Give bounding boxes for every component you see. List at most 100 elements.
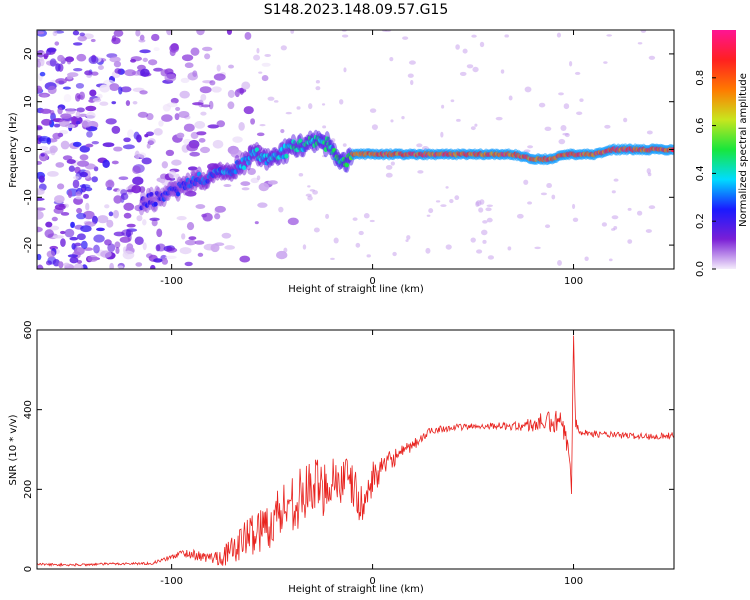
spectrogram-noise-cell — [369, 108, 377, 113]
spectrogram-noise-cell — [168, 170, 177, 179]
spectrogram-noise-cell — [343, 67, 347, 73]
spectrogram-noise-cell — [134, 150, 140, 160]
spectrogram-noise-cell — [158, 120, 164, 127]
spectrogram-noise-cell — [476, 249, 483, 254]
spectrogram-noise-cell — [176, 132, 185, 139]
spectrogram-ridge-layer — [138, 129, 674, 216]
spectrogram-noise-cell — [478, 207, 484, 213]
spectrogram-noise-cell — [105, 118, 117, 125]
spectrogram-noise-cell — [416, 143, 423, 148]
spectrogram-noise-cell — [392, 251, 397, 257]
spectrogram-noise-cell — [37, 61, 42, 68]
spectrogram-noise-cell — [256, 175, 261, 181]
spectrogram-noise-cell — [58, 261, 64, 269]
spectrogram-noise-cell — [145, 131, 154, 137]
spectrogram-noise-cell — [441, 104, 445, 109]
spectrogram-noise-cell — [440, 131, 444, 138]
snr-x-ticks: -100 0 100 — [160, 330, 583, 587]
spectrogram-noise-cell — [107, 243, 116, 253]
spectrogram-noise-cell — [240, 181, 251, 186]
spectrogram-noise-cell — [44, 229, 54, 238]
spectrogram-noise-cell — [187, 166, 198, 171]
spectrogram-noise-cell — [75, 82, 85, 89]
spectrogram-noise-cell — [139, 49, 151, 54]
spectrogram-noise-cell — [100, 250, 112, 258]
spectrogram-noise-cell — [214, 205, 226, 213]
spectrogram-noise-cell — [449, 199, 454, 204]
spectrogram-noise-cell — [87, 255, 98, 263]
spectrogram-noise-cell — [39, 108, 52, 114]
spectrogram-noise-cell — [408, 60, 416, 65]
spectrogram-noise-cell — [280, 128, 285, 134]
spectrogram-noise-cell — [132, 165, 141, 175]
spectrogram-noise-cell — [603, 61, 608, 64]
spectrogram-noise-cell — [79, 145, 91, 153]
spectrogram-noise-cell — [283, 247, 288, 253]
spectrogram-noise-cell — [93, 234, 105, 243]
spectrogram-noise-cell — [37, 264, 44, 269]
spectrogram-noise-cell — [123, 202, 135, 211]
spectrogram-noise-cell — [540, 192, 548, 196]
spectrogram-noise-cell — [60, 211, 70, 216]
colorbar-tick-label: 0.6 — [695, 118, 706, 134]
spectrogram-noise-cell — [238, 122, 245, 131]
spectrogram-noise-cell — [122, 250, 135, 260]
spectrogram-noise-cell — [66, 159, 76, 164]
spectrogram-noise-cell — [139, 34, 145, 41]
spectrogram-noise-cell — [454, 195, 460, 201]
spectrogram-noise-cell — [91, 140, 100, 145]
spectrogram-noise-cell — [459, 71, 467, 76]
spectrogram-noise-cell — [187, 72, 199, 81]
spectrogram-noise-cell — [80, 240, 88, 250]
spectrogram-noise-cell — [112, 209, 119, 219]
spectrogram-noise-cell — [89, 89, 97, 97]
spectrogram-noise-cell — [169, 44, 180, 53]
spectrogram-noise-cell — [139, 90, 148, 95]
spectrogram-noise-cell — [147, 138, 156, 145]
spectrogram-noise-cell — [71, 115, 78, 125]
spectrogram-noise-cell — [485, 207, 492, 212]
spectrogram-noise-cell — [37, 207, 46, 211]
colorbar-label: Normalized spectral amplitude — [738, 73, 749, 227]
spectrogram-noise-cell — [223, 184, 232, 188]
spectrogram-noise-cell — [482, 220, 488, 224]
snr-x-tick-label: 0 — [369, 576, 375, 587]
spectrogram-noise-cell — [53, 123, 61, 128]
spectrogram-noise-cell — [194, 240, 205, 245]
spectrogram-noise-cell — [226, 30, 232, 35]
colorbar-ticks: 0.0 0.2 0.4 0.6 0.8 — [695, 70, 716, 277]
spectrogram-noise-cell — [64, 228, 75, 238]
spectrogram-noise-cell — [113, 146, 123, 152]
spectrogram-noise-cell — [508, 95, 513, 101]
spectrogram-noise-cell — [109, 56, 121, 63]
spectrogram-noise-cell — [67, 189, 73, 199]
spectrogram-noise-cell — [250, 118, 256, 125]
spectrogram-noise-cell — [214, 213, 221, 220]
spectrogram-noise-cell — [37, 126, 43, 131]
spectrogram-noise-cell — [313, 227, 320, 233]
spectrogram-noise-cell — [99, 84, 110, 93]
spectrogram-noise-cell — [41, 94, 48, 98]
spectrogram-noise-cell — [49, 58, 57, 67]
spectrogram-noise-cell — [67, 254, 79, 258]
spectrogram-noise-cell — [126, 223, 136, 228]
spectrogram-noise-cell — [79, 184, 91, 189]
spectrogram-noise-cell — [648, 55, 656, 60]
spectrogram-noise-cell — [192, 102, 204, 106]
spectrogram-noise-cell — [637, 42, 643, 45]
spectrogram-noise-cell — [500, 69, 505, 74]
spectrogram-noise-cell — [481, 229, 488, 236]
spectrogram-noise-cell — [241, 81, 251, 90]
spectrogram-noise-cell — [91, 71, 99, 76]
colorbar-tick-label: 0.2 — [695, 213, 706, 229]
spectrogram-noise-cell — [243, 106, 254, 115]
spectrogram-noise-cell — [385, 172, 393, 178]
spectrogram-noise-cell — [267, 96, 275, 101]
spectrogram-noise-cell — [186, 222, 195, 231]
spectrogram-noise-cell — [302, 244, 307, 250]
spectrogram-noise-cell — [261, 62, 271, 67]
spectrogram-noise-cell — [606, 34, 613, 37]
spectrogram-noise-cell — [358, 230, 364, 236]
spectrogram-noise-cell — [111, 101, 117, 105]
